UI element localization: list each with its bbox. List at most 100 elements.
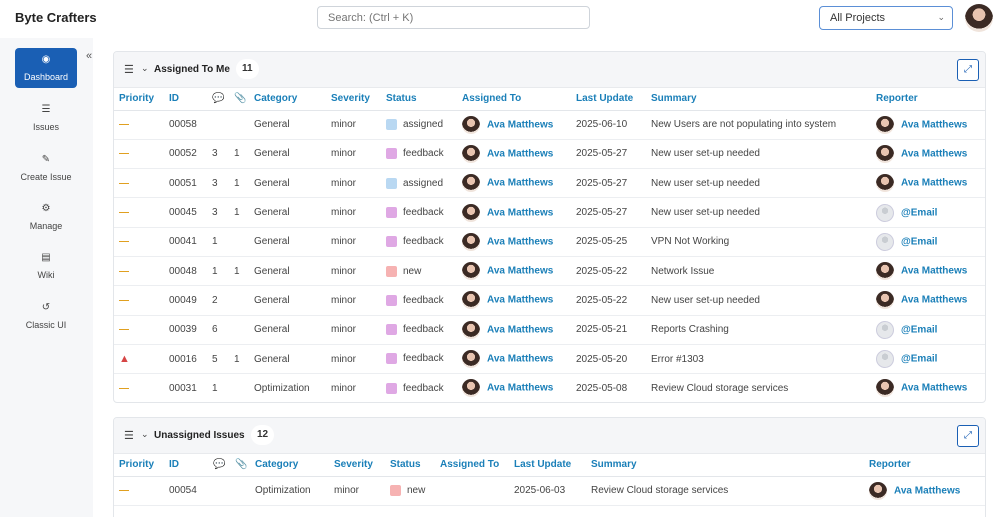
column-header-severity[interactable]: Severity bbox=[329, 454, 385, 477]
reporter-name[interactable]: Ava Matthews bbox=[901, 265, 968, 277]
summary-link[interactable]: New user set-up needed bbox=[646, 139, 871, 170]
reporter-name[interactable]: Ava Matthews bbox=[901, 382, 968, 394]
table-row[interactable]: ▲ 00016 5 1 General minor feedback Ava Matthews… bbox=[114, 344, 985, 375]
issue-id-link[interactable]: 00049 bbox=[164, 285, 207, 316]
assigned-to-cell[interactable]: Ava Matthews bbox=[457, 315, 571, 345]
column-header-id[interactable]: ID bbox=[164, 88, 207, 111]
reporter-cell[interactable]: @Email bbox=[871, 344, 985, 375]
reporter-cell[interactable]: Ava Matthews bbox=[864, 476, 985, 506]
column-header-last-update[interactable]: Last Update bbox=[509, 454, 586, 477]
attachment-column-icon[interactable]: 📎 bbox=[230, 454, 250, 477]
assigned-to-cell[interactable]: Ava Matthews bbox=[457, 227, 571, 257]
reporter-name[interactable]: Ava Matthews bbox=[901, 177, 968, 189]
summary-link[interactable]: VPN Not Working bbox=[646, 227, 871, 257]
expand-icon[interactable]: ⤢ bbox=[957, 59, 979, 81]
issue-id-link[interactable]: 00048 bbox=[164, 256, 207, 287]
assignee-name[interactable]: Ava Matthews bbox=[487, 207, 554, 219]
assigned-to-cell[interactable]: Ava Matthews bbox=[457, 373, 571, 402]
table-row[interactable]: —00031 1 Optimization minor feedback Ava Matt… bbox=[114, 373, 985, 402]
summary-link[interactable]: Reports Crashing bbox=[646, 315, 871, 345]
assigned-to-cell[interactable]: Ava Matthews bbox=[457, 197, 571, 228]
table-row[interactable]: —00039 6 General minor feedback Ava Matthews 2… bbox=[114, 315, 985, 345]
issue-id-link[interactable]: 00054 bbox=[164, 476, 208, 506]
summary-link[interactable]: New user set-up needed bbox=[646, 285, 871, 316]
summary-link[interactable]: Review Cloud storage services bbox=[646, 373, 871, 402]
column-header-summary[interactable]: Summary bbox=[586, 454, 864, 477]
table-row[interactable]: —00054 Optimization minor new 2025-06-03 Revi… bbox=[114, 476, 985, 506]
column-header-priority[interactable]: Priority bbox=[114, 88, 164, 111]
reporter-name[interactable]: Ava Matthews bbox=[894, 485, 961, 497]
column-header-id[interactable]: ID bbox=[164, 454, 208, 477]
sidebar-item-wiki[interactable]: ▤ Wiki bbox=[15, 246, 77, 286]
sidebar-item-manage[interactable]: ⚙ Manage bbox=[15, 197, 77, 237]
summary-link[interactable]: Network Issue bbox=[646, 256, 871, 287]
reporter-cell[interactable]: @Email bbox=[871, 315, 985, 345]
reporter-cell[interactable]: Ava Matthews bbox=[871, 139, 985, 170]
assigned-to-cell[interactable]: Ava Matthews bbox=[457, 139, 571, 170]
summary-link[interactable]: New user set-up needed bbox=[646, 168, 871, 199]
table-row[interactable]: —00051 3 1 General minor assigned Ava Matthews… bbox=[114, 168, 985, 199]
issue-id-link[interactable]: 00041 bbox=[164, 227, 207, 257]
reporter-name[interactable]: @Email bbox=[901, 353, 938, 365]
issue-id-link[interactable]: 00052 bbox=[164, 139, 207, 170]
reporter-name[interactable]: Ava Matthews bbox=[901, 148, 968, 160]
reporter-cell[interactable]: @Email bbox=[871, 227, 985, 257]
table-row[interactable]: —00052 3 1 General minor feedback Ava Matthews… bbox=[114, 139, 985, 170]
issue-id-link[interactable]: 00016 bbox=[164, 344, 207, 375]
sidebar-item-dashboard[interactable]: ◉ Dashboard bbox=[15, 48, 77, 88]
assigned-to-cell[interactable] bbox=[435, 476, 509, 506]
sidebar-item-issues[interactable]: ☰ Issues bbox=[15, 98, 77, 138]
reporter-name[interactable]: @Email bbox=[901, 236, 938, 248]
table-row[interactable]: —00045 3 1 General minor feedback Ava Matthews… bbox=[114, 197, 985, 228]
menu-icon[interactable]: ☰ bbox=[124, 64, 134, 76]
column-header-reporter[interactable]: Reporter bbox=[864, 454, 985, 477]
assignee-name[interactable]: Ava Matthews bbox=[487, 119, 554, 131]
attachment-column-icon[interactable]: 📎 bbox=[229, 88, 249, 111]
brand-name[interactable]: Byte Crafters bbox=[15, 10, 97, 25]
assignee-name[interactable]: Ava Matthews bbox=[487, 382, 554, 394]
collapse-sidebar-icon[interactable]: « bbox=[86, 50, 93, 62]
project-select[interactable]: All Projects ⌄ bbox=[819, 6, 953, 30]
assigned-to-cell[interactable]: Ava Matthews bbox=[457, 256, 571, 287]
column-header-category[interactable]: Category bbox=[250, 454, 329, 477]
table-row[interactable]: —00041 1 General minor feedback Ava Matthews 2… bbox=[114, 227, 985, 257]
summary-link[interactable]: New Users are not populating into system bbox=[646, 110, 871, 140]
reporter-name[interactable]: @Email bbox=[901, 324, 938, 336]
expand-icon[interactable]: ⤢ bbox=[957, 425, 979, 447]
issue-id-link[interactable]: 00039 bbox=[164, 315, 207, 345]
issue-id-link[interactable]: 00031 bbox=[164, 373, 207, 402]
assigned-to-cell[interactable]: Ava Matthews bbox=[457, 110, 571, 140]
summary-link[interactable]: New user set-up needed bbox=[646, 197, 871, 228]
column-header-status[interactable]: Status bbox=[385, 454, 435, 477]
notes-column-icon[interactable]: 💬 bbox=[207, 88, 229, 111]
column-header-last-update[interactable]: Last Update bbox=[571, 88, 646, 111]
summary-link[interactable]: Error #1303 bbox=[646, 344, 871, 375]
chevron-down-icon[interactable]: ⌄ bbox=[141, 63, 149, 73]
chevron-down-icon[interactable]: ⌄ bbox=[141, 429, 149, 439]
table-row[interactable]: —00048 1 1 General minor new Ava Matthews 2025-… bbox=[114, 256, 985, 287]
assigned-to-cell[interactable]: Ava Matthews bbox=[457, 285, 571, 316]
column-header-severity[interactable]: Severity bbox=[326, 88, 381, 111]
assignee-name[interactable]: Ava Matthews bbox=[487, 324, 554, 336]
sidebar-item-classic-ui[interactable]: ↺ Classic UI bbox=[15, 296, 77, 336]
column-header-category[interactable]: Category bbox=[249, 88, 326, 111]
assignee-name[interactable]: Ava Matthews bbox=[487, 295, 554, 307]
assignee-name[interactable]: Ava Matthews bbox=[487, 353, 554, 365]
reporter-name[interactable]: @Email bbox=[901, 207, 938, 219]
reporter-cell[interactable]: Ava Matthews bbox=[871, 373, 985, 402]
assignee-name[interactable]: Ava Matthews bbox=[487, 177, 554, 189]
reporter-name[interactable]: Ava Matthews bbox=[901, 295, 968, 307]
column-header-priority[interactable]: Priority bbox=[114, 454, 164, 477]
issue-id-link[interactable]: 00045 bbox=[164, 197, 207, 228]
reporter-cell[interactable]: Ava Matthews bbox=[871, 256, 985, 287]
user-avatar[interactable] bbox=[965, 4, 993, 32]
column-header-summary[interactable]: Summary bbox=[646, 88, 871, 111]
reporter-name[interactable]: Ava Matthews bbox=[901, 119, 968, 131]
reporter-cell[interactable]: Ava Matthews bbox=[871, 110, 985, 140]
issue-id-link[interactable]: 00051 bbox=[164, 168, 207, 199]
assignee-name[interactable]: Ava Matthews bbox=[487, 265, 554, 277]
column-header-assigned-to[interactable]: Assigned To bbox=[435, 454, 509, 477]
issue-id-link[interactable]: 00058 bbox=[164, 110, 207, 140]
reporter-cell[interactable]: Ava Matthews bbox=[871, 168, 985, 199]
reporter-cell[interactable]: @Email bbox=[871, 197, 985, 228]
